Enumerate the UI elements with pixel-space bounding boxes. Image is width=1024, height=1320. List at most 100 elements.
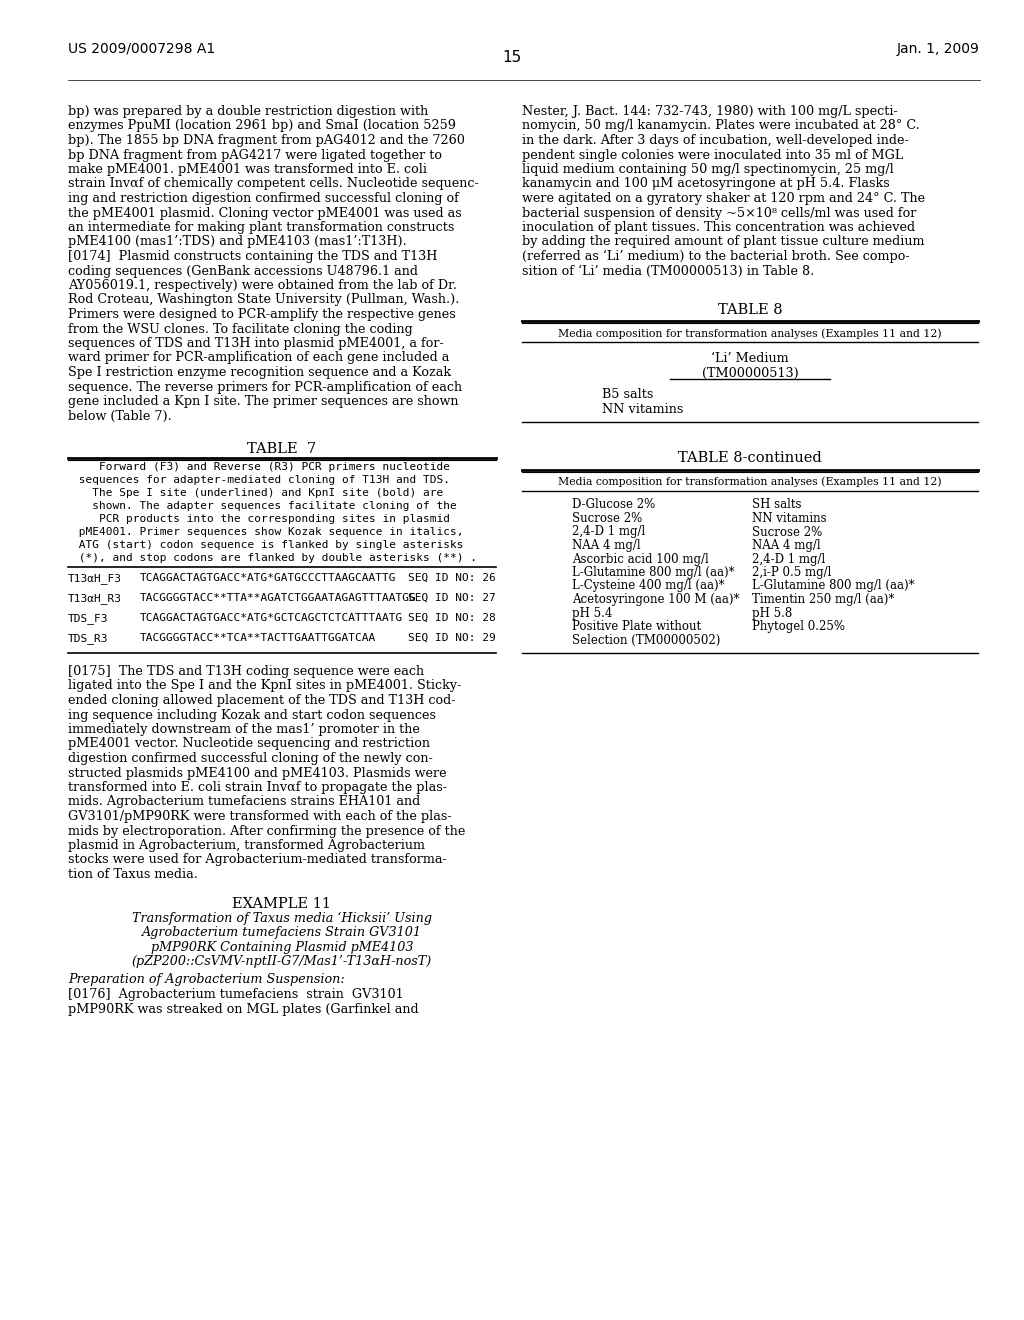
Text: (TM00000513): (TM00000513) <box>701 367 799 380</box>
Text: from the WSU clones. To facilitate cloning the coding: from the WSU clones. To facilitate cloni… <box>68 322 413 335</box>
Text: make pME4001. pME4001 was transformed into E. coli: make pME4001. pME4001 was transformed in… <box>68 162 427 176</box>
Text: NAA 4 mg/l: NAA 4 mg/l <box>752 539 820 552</box>
Text: PCR products into the corresponding sites in plasmid: PCR products into the corresponding site… <box>72 513 450 524</box>
Text: sequences of TDS and T13H into plasmid pME4001, a for-: sequences of TDS and T13H into plasmid p… <box>68 337 443 350</box>
Text: ing and restriction digestion confirmed successful cloning of: ing and restriction digestion confirmed … <box>68 191 459 205</box>
Text: Phytogel 0.25%: Phytogel 0.25% <box>752 620 845 634</box>
Text: NN vitamins: NN vitamins <box>602 403 683 416</box>
Text: pH 5.4: pH 5.4 <box>572 606 612 619</box>
Text: the pME4001 plasmid. Cloning vector pME4001 was used as: the pME4001 plasmid. Cloning vector pME4… <box>68 206 462 219</box>
Text: Rod Croteau, Washington State University (Pullman, Wash.).: Rod Croteau, Washington State University… <box>68 293 460 306</box>
Text: coding sequences (GenBank accessions U48796.1 and: coding sequences (GenBank accessions U48… <box>68 264 418 277</box>
Text: SEQ ID NO: 28: SEQ ID NO: 28 <box>409 612 496 623</box>
Text: mids. Agrobacterium tumefaciens strains EHA101 and: mids. Agrobacterium tumefaciens strains … <box>68 796 420 808</box>
Text: D-Glucose 2%: D-Glucose 2% <box>572 499 655 511</box>
Text: TCAGGACTAGTGACC*ATG*GCTCAGCTCTCATTTAATG: TCAGGACTAGTGACC*ATG*GCTCAGCTCTCATTTAATG <box>140 612 403 623</box>
Text: (pZP200::CsVMV-nptII-G7/Mas1’-T13αH-nosT): (pZP200::CsVMV-nptII-G7/Mas1’-T13αH-nosT… <box>132 954 432 968</box>
Text: T13αH_F3: T13αH_F3 <box>68 573 122 583</box>
Text: TDS_F3: TDS_F3 <box>68 612 109 624</box>
Text: TACGGGGTACC**TCA**TACTTGAATTGGATCAA: TACGGGGTACC**TCA**TACTTGAATTGGATCAA <box>140 634 376 643</box>
Text: sequence. The reverse primers for PCR-amplification of each: sequence. The reverse primers for PCR-am… <box>68 380 462 393</box>
Text: Media composition for transformation analyses (Examples 11 and 12): Media composition for transformation ana… <box>558 477 942 487</box>
Text: sition of ‘Li’ media (TM00000513) in Table 8.: sition of ‘Li’ media (TM00000513) in Tab… <box>522 264 814 277</box>
Text: immediately downstream of the mas1’ promoter in the: immediately downstream of the mas1’ prom… <box>68 723 420 737</box>
Text: Nester, J. Bact. 144: 732-743, 1980) with 100 mg/L specti-: Nester, J. Bact. 144: 732-743, 1980) wit… <box>522 106 898 117</box>
Text: US 2009/0007298 A1: US 2009/0007298 A1 <box>68 42 215 55</box>
Text: transformed into E. coli strain Invαf to propagate the plas-: transformed into E. coli strain Invαf to… <box>68 781 447 795</box>
Text: SEQ ID NO: 26: SEQ ID NO: 26 <box>409 573 496 583</box>
Text: ATG (start) codon sequence is flanked by single asterisks: ATG (start) codon sequence is flanked by… <box>72 540 464 550</box>
Text: EXAMPLE 11: EXAMPLE 11 <box>232 896 332 911</box>
Text: Media composition for transformation analyses (Examples 11 and 12): Media composition for transformation ana… <box>558 327 942 338</box>
Text: kanamycin and 100 μM acetosyringone at pH 5.4. Flasks: kanamycin and 100 μM acetosyringone at p… <box>522 177 890 190</box>
Text: [0175]  The TDS and T13H coding sequence were each: [0175] The TDS and T13H coding sequence … <box>68 665 424 678</box>
Text: ward primer for PCR-amplification of each gene included a: ward primer for PCR-amplification of eac… <box>68 351 450 364</box>
Text: Spe I restriction enzyme recognition sequence and a Kozak: Spe I restriction enzyme recognition seq… <box>68 366 452 379</box>
Text: pME4001. Primer sequences show Kozak sequence in italics,: pME4001. Primer sequences show Kozak seq… <box>72 527 464 537</box>
Text: 2,i-P 0.5 mg/l: 2,i-P 0.5 mg/l <box>752 566 831 579</box>
Text: bp DNA fragment from pAG4217 were ligated together to: bp DNA fragment from pAG4217 were ligate… <box>68 149 442 161</box>
Text: NN vitamins: NN vitamins <box>752 512 826 525</box>
Text: Transformation of Taxus media ‘Hicksii’ Using: Transformation of Taxus media ‘Hicksii’ … <box>132 912 432 925</box>
Text: Timentin 250 mg/l (aa)*: Timentin 250 mg/l (aa)* <box>752 593 894 606</box>
Text: below (Table 7).: below (Table 7). <box>68 409 172 422</box>
Text: 2,4-D 1 mg/l: 2,4-D 1 mg/l <box>572 525 645 539</box>
Text: by adding the required amount of plant tissue culture medium: by adding the required amount of plant t… <box>522 235 925 248</box>
Text: ‘Li’ Medium: ‘Li’ Medium <box>712 352 788 366</box>
Text: ended cloning allowed placement of the TDS and T13H cod-: ended cloning allowed placement of the T… <box>68 694 456 708</box>
Text: Primers were designed to PCR-amplify the respective genes: Primers were designed to PCR-amplify the… <box>68 308 456 321</box>
Text: Ascorbic acid 100 mg/l: Ascorbic acid 100 mg/l <box>572 553 709 565</box>
Text: plasmid in Agrobacterium, transformed Agrobacterium: plasmid in Agrobacterium, transformed Ag… <box>68 840 425 851</box>
Text: T13αH_R3: T13αH_R3 <box>68 593 122 605</box>
Text: B5 salts: B5 salts <box>602 388 653 401</box>
Text: 15: 15 <box>503 50 521 65</box>
Text: Jan. 1, 2009: Jan. 1, 2009 <box>897 42 980 55</box>
Text: NAA 4 mg/l: NAA 4 mg/l <box>572 539 641 552</box>
Text: Agrobacterium tumefaciens Strain GV3101: Agrobacterium tumefaciens Strain GV3101 <box>142 927 422 939</box>
Text: (*), and stop codons are flanked by double asterisks (**) .: (*), and stop codons are flanked by doub… <box>72 553 477 564</box>
Text: L-Glutamine 800 mg/l (aa)*: L-Glutamine 800 mg/l (aa)* <box>572 566 734 579</box>
Text: TCAGGACTAGTGACC*ATG*GATGCCCTTAAGCAATTG: TCAGGACTAGTGACC*ATG*GATGCCCTTAAGCAATTG <box>140 573 396 583</box>
Text: TACGGGGTACC**TTA**AGATCTGGAATAGAGTTTAATGG: TACGGGGTACC**TTA**AGATCTGGAATAGAGTTTAATG… <box>140 593 417 603</box>
Text: pendent single colonies were inoculated into 35 ml of MGL: pendent single colonies were inoculated … <box>522 149 903 161</box>
Text: [0174]  Plasmid constructs containing the TDS and T13H: [0174] Plasmid constructs containing the… <box>68 249 437 263</box>
Text: bp). The 1855 bp DNA fragment from pAG4012 and the 7260: bp). The 1855 bp DNA fragment from pAG40… <box>68 135 465 147</box>
Text: sequences for adapter-mediated cloning of T13H and TDS.: sequences for adapter-mediated cloning o… <box>72 475 450 484</box>
Text: TABLE  7: TABLE 7 <box>248 442 316 455</box>
Text: digestion confirmed successful cloning of the newly con-: digestion confirmed successful cloning o… <box>68 752 433 766</box>
Text: strain Invαf of chemically competent cells. Nucleotide sequenc-: strain Invαf of chemically competent cel… <box>68 177 479 190</box>
Text: Selection (TM00000502): Selection (TM00000502) <box>572 634 720 647</box>
Text: bacterial suspension of density ~5×10⁸ cells/ml was used for: bacterial suspension of density ~5×10⁸ c… <box>522 206 916 219</box>
Text: pMP90RK Containing Plasmid pME4103: pMP90RK Containing Plasmid pME4103 <box>151 940 414 953</box>
Text: mids by electroporation. After confirming the presence of the: mids by electroporation. After confirmin… <box>68 825 465 837</box>
Text: Forward (F3) and Reverse (R3) PCR primers nucleotide: Forward (F3) and Reverse (R3) PCR primer… <box>72 462 450 473</box>
Text: [0176]  Agrobacterium tumefaciens  strain  GV3101: [0176] Agrobacterium tumefaciens strain … <box>68 987 403 1001</box>
Text: pME4001 vector. Nucleotide sequencing and restriction: pME4001 vector. Nucleotide sequencing an… <box>68 738 430 751</box>
Text: stocks were used for Agrobacterium-mediated transforma-: stocks were used for Agrobacterium-media… <box>68 854 446 866</box>
Text: in the dark. After 3 days of incubation, well-developed inde-: in the dark. After 3 days of incubation,… <box>522 135 908 147</box>
Text: L-Cysteine 400 mg/l (aa)*: L-Cysteine 400 mg/l (aa)* <box>572 579 725 593</box>
Text: Sucrose 2%: Sucrose 2% <box>572 512 642 525</box>
Text: TDS_R3: TDS_R3 <box>68 634 109 644</box>
Text: an intermediate for making plant transformation constructs: an intermediate for making plant transfo… <box>68 220 455 234</box>
Text: SH salts: SH salts <box>752 499 802 511</box>
Text: pH 5.8: pH 5.8 <box>752 606 793 619</box>
Text: Acetosyringone 100 M (aa)*: Acetosyringone 100 M (aa)* <box>572 593 739 606</box>
Text: enzymes PpuMI (location 2961 bp) and SmaI (location 5259: enzymes PpuMI (location 2961 bp) and Sma… <box>68 120 456 132</box>
Text: were agitated on a gyratory shaker at 120 rpm and 24° C. The: were agitated on a gyratory shaker at 12… <box>522 191 925 205</box>
Text: TABLE 8-continued: TABLE 8-continued <box>678 451 822 466</box>
Text: (referred as ‘Li’ medium) to the bacterial broth. See compo-: (referred as ‘Li’ medium) to the bacteri… <box>522 249 909 263</box>
Text: liquid medium containing 50 mg/l spectinomycin, 25 mg/l: liquid medium containing 50 mg/l spectin… <box>522 162 894 176</box>
Text: pMP90RK was streaked on MGL plates (Garfinkel and: pMP90RK was streaked on MGL plates (Garf… <box>68 1002 419 1015</box>
Text: TABLE 8: TABLE 8 <box>718 304 782 317</box>
Text: ing sequence including Kozak and start codon sequences: ing sequence including Kozak and start c… <box>68 709 436 722</box>
Text: The Spe I site (underlined) and KpnI site (bold) are: The Spe I site (underlined) and KpnI sit… <box>72 488 443 498</box>
Text: SEQ ID NO: 27: SEQ ID NO: 27 <box>409 593 496 603</box>
Text: shown. The adapter sequences facilitate cloning of the: shown. The adapter sequences facilitate … <box>72 502 457 511</box>
Text: inoculation of plant tissues. This concentration was achieved: inoculation of plant tissues. This conce… <box>522 220 915 234</box>
Text: Positive Plate without: Positive Plate without <box>572 620 701 634</box>
Text: L-Glutamine 800 mg/l (aa)*: L-Glutamine 800 mg/l (aa)* <box>752 579 914 593</box>
Text: nomycin, 50 mg/l kanamycin. Plates were incubated at 28° C.: nomycin, 50 mg/l kanamycin. Plates were … <box>522 120 920 132</box>
Text: AY056019.1, respectively) were obtained from the lab of Dr.: AY056019.1, respectively) were obtained … <box>68 279 457 292</box>
Text: Preparation of Agrobacterium Suspension:: Preparation of Agrobacterium Suspension: <box>68 974 345 986</box>
